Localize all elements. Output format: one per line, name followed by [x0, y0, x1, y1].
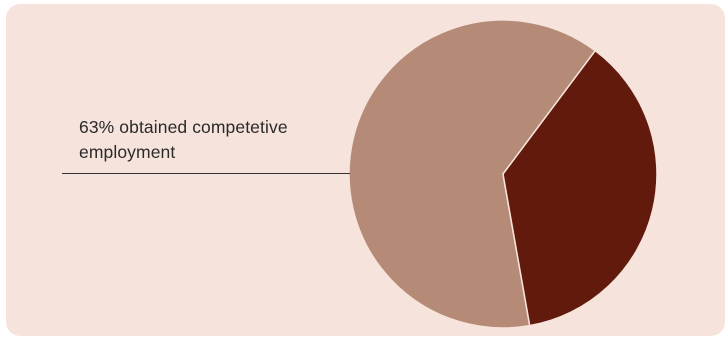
- pie-slices: [348, 19, 658, 329]
- callout-leader-line: [62, 173, 350, 174]
- pie-slice-obtained-employment: [348, 19, 597, 329]
- callout-annotation: 63% obtained competetive employment: [79, 117, 288, 162]
- pie-slice-remaining: [502, 49, 658, 327]
